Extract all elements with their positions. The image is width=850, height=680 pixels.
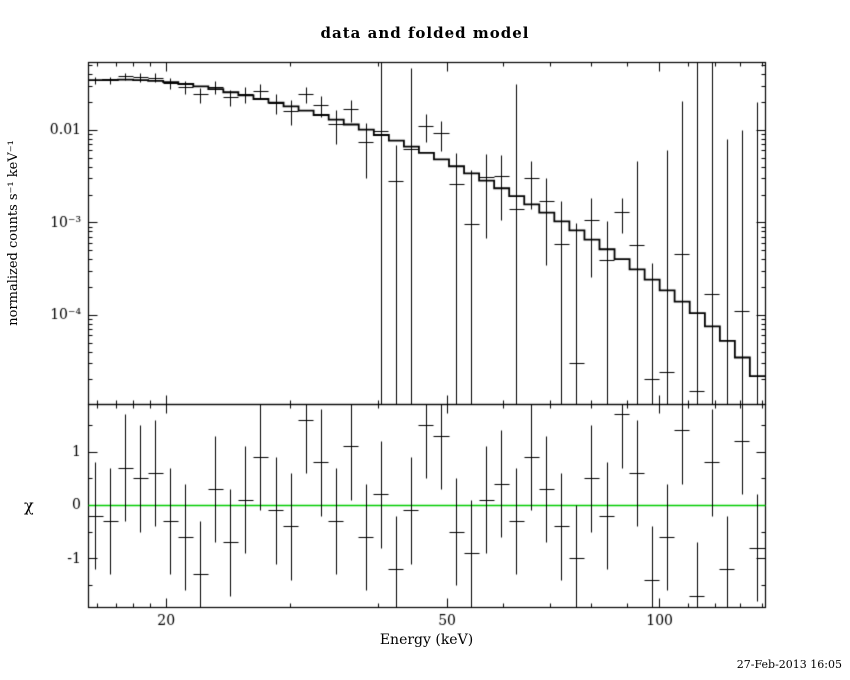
y-axis-label-chi: χ xyxy=(24,496,34,515)
y-axis-label-counts: normalized counts s⁻¹ keV⁻¹ xyxy=(6,140,21,326)
x-axis-label-energy: Energy (keV) xyxy=(379,632,474,648)
timestamp: 27-Feb-2013 16:05 xyxy=(736,658,842,671)
plot-title: data and folded model xyxy=(320,24,530,42)
